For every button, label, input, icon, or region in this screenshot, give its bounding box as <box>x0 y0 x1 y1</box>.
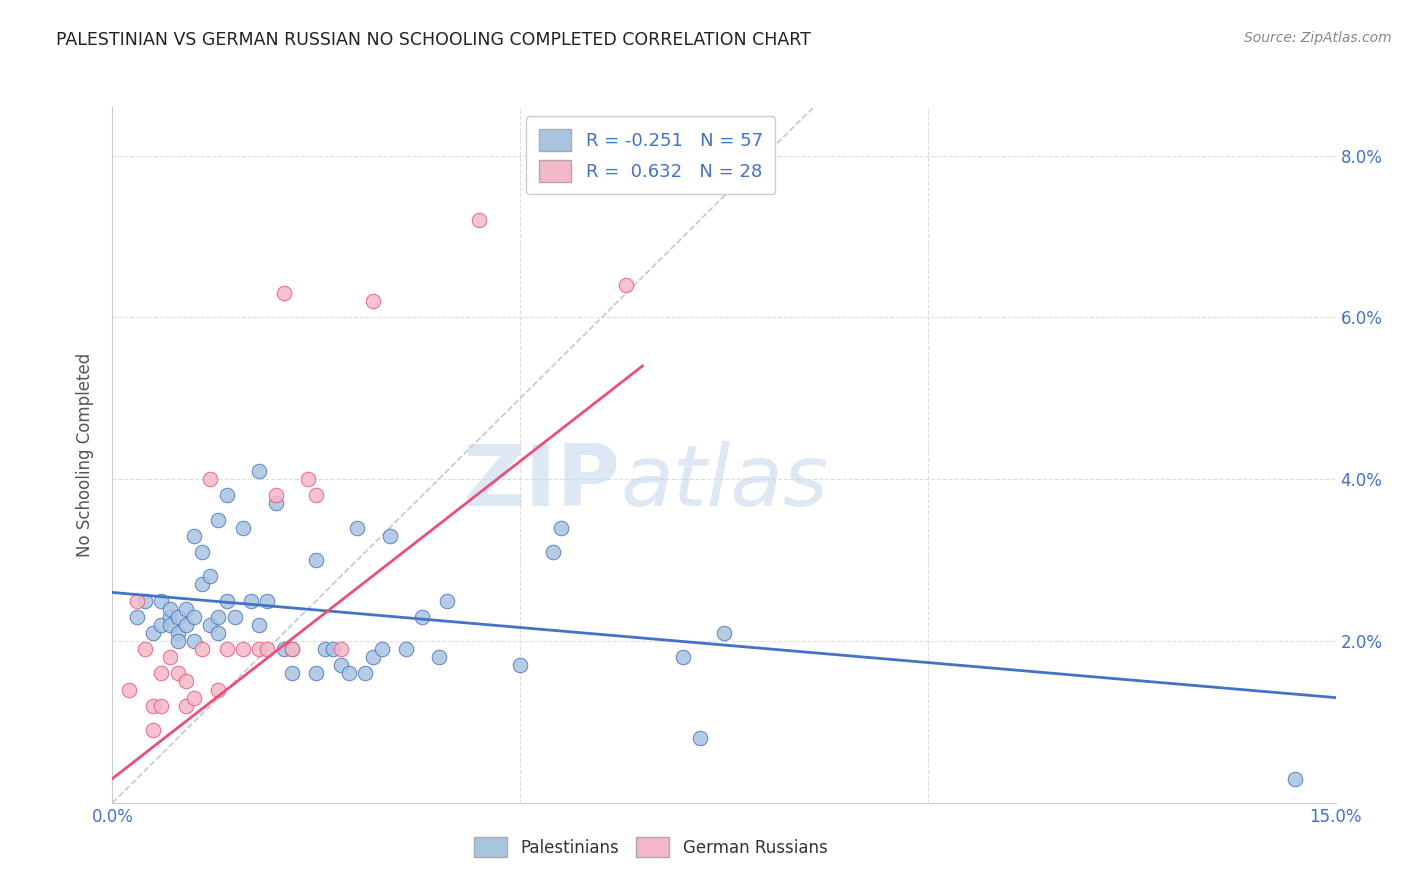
Point <box>264 496 287 510</box>
Point <box>183 609 205 624</box>
Point <box>264 488 287 502</box>
Point <box>378 529 401 543</box>
Point <box>256 642 278 657</box>
Point <box>200 569 222 583</box>
Point <box>281 666 304 681</box>
Point <box>159 601 181 615</box>
Point <box>118 682 141 697</box>
Point <box>125 609 148 624</box>
Point <box>134 642 156 657</box>
Point <box>614 278 637 293</box>
Point <box>240 593 263 607</box>
Point <box>142 626 165 640</box>
Point <box>174 601 197 615</box>
Point <box>150 593 173 607</box>
Point <box>247 464 270 478</box>
Point <box>354 666 377 681</box>
Point <box>509 658 531 673</box>
Point <box>395 642 418 657</box>
Point <box>166 609 188 624</box>
Point <box>174 674 197 689</box>
Point <box>370 642 392 657</box>
Point <box>329 658 352 673</box>
Text: PALESTINIAN VS GERMAN RUSSIAN NO SCHOOLING COMPLETED CORRELATION CHART: PALESTINIAN VS GERMAN RUSSIAN NO SCHOOLI… <box>56 31 811 49</box>
Point <box>468 213 491 227</box>
Point <box>541 545 564 559</box>
Point <box>207 513 229 527</box>
Point <box>207 682 229 697</box>
Point <box>134 593 156 607</box>
Point <box>346 521 368 535</box>
Point <box>247 642 270 657</box>
Point <box>207 626 229 640</box>
Text: atlas: atlas <box>620 442 828 524</box>
Point <box>215 593 238 607</box>
Point <box>436 593 458 607</box>
Point <box>363 650 385 665</box>
Point <box>174 617 197 632</box>
Point <box>150 617 173 632</box>
Point <box>166 626 188 640</box>
Point <box>191 642 214 657</box>
Legend: Palestinians, German Russians: Palestinians, German Russians <box>467 830 834 864</box>
Point <box>191 577 214 591</box>
Text: ZIP: ZIP <box>463 442 620 524</box>
Point <box>314 642 336 657</box>
Point <box>273 642 295 657</box>
Point <box>183 690 205 705</box>
Point <box>183 634 205 648</box>
Point <box>159 609 181 624</box>
Point <box>200 617 222 632</box>
Point <box>150 698 173 713</box>
Point <box>713 626 735 640</box>
Point <box>215 642 238 657</box>
Point <box>411 609 433 624</box>
Point <box>337 666 360 681</box>
Point <box>207 609 229 624</box>
Point <box>322 642 344 657</box>
Point <box>142 723 165 737</box>
Point <box>1284 772 1306 786</box>
Point <box>159 617 181 632</box>
Point <box>215 488 238 502</box>
Point <box>174 698 197 713</box>
Y-axis label: No Schooling Completed: No Schooling Completed <box>76 353 94 557</box>
Point <box>689 731 711 745</box>
Point <box>305 488 328 502</box>
Point <box>281 642 304 657</box>
Point <box>224 609 246 624</box>
Text: Source: ZipAtlas.com: Source: ZipAtlas.com <box>1244 31 1392 45</box>
Point <box>281 642 304 657</box>
Point <box>125 593 148 607</box>
Point <box>200 472 222 486</box>
Point <box>166 634 188 648</box>
Point <box>183 529 205 543</box>
Point <box>232 521 254 535</box>
Point <box>329 642 352 657</box>
Point <box>166 666 188 681</box>
Point <box>305 666 328 681</box>
Point <box>273 286 295 301</box>
Point <box>232 642 254 657</box>
Point <box>427 650 450 665</box>
Point <box>672 650 695 665</box>
Point <box>191 545 214 559</box>
Point <box>142 698 165 713</box>
Point <box>550 521 572 535</box>
Point <box>150 666 173 681</box>
Point <box>363 294 385 309</box>
Point <box>297 472 319 486</box>
Point <box>159 650 181 665</box>
Point <box>247 617 270 632</box>
Point <box>256 593 278 607</box>
Point <box>305 553 328 567</box>
